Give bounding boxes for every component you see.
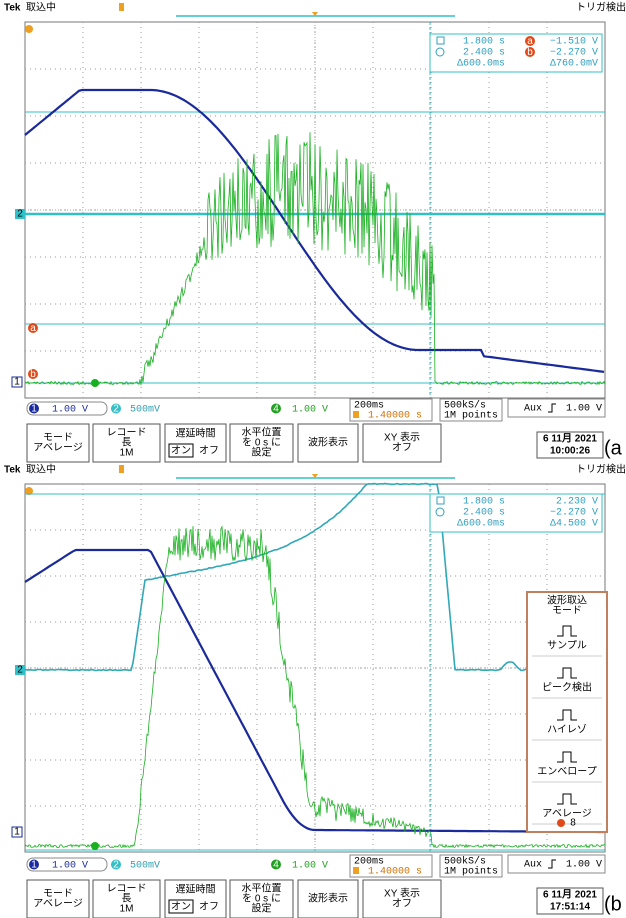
toggle-off-label: オフ xyxy=(199,445,219,457)
cursor-value: −2.270 V xyxy=(550,508,598,519)
channel-scale: 500mV xyxy=(130,861,160,872)
button-label: オフ xyxy=(392,442,412,454)
trigger-status: トリガ検出 xyxy=(576,463,626,476)
button-label: 1M xyxy=(120,904,134,915)
brand: Tek xyxy=(4,3,21,14)
record-points: 1M points xyxy=(444,866,498,878)
channel-number: 2 xyxy=(113,404,119,415)
menu-item[interactable]: ピーク検出 xyxy=(542,681,592,694)
button-label: 設定 xyxy=(252,902,272,915)
toggle-off-label: オフ xyxy=(199,901,219,913)
cursor-value: −2.270 V xyxy=(550,48,598,59)
channel-scale: 1.00 V xyxy=(292,861,328,872)
brand: Tek xyxy=(4,465,21,476)
cursor-value: −1.510 V xyxy=(550,37,598,48)
panel-label: (a xyxy=(604,437,623,459)
menu-item[interactable]: ハイレゾ xyxy=(547,724,587,736)
toggle-on-label: オン xyxy=(171,901,191,913)
trigger-level: 1.00 V xyxy=(566,860,602,871)
ch2-ground-label: 2 xyxy=(17,209,23,220)
button-label: オフ xyxy=(392,898,412,910)
trigger-level: 1.00 V xyxy=(566,404,602,415)
cursor-value: 2.230 V xyxy=(556,497,598,508)
ch2-ground-label: 2 xyxy=(17,665,23,676)
trigger-source: Aux xyxy=(524,860,542,871)
cursor-time: 1.800 s xyxy=(463,37,505,48)
menu-item[interactable]: アベレージ xyxy=(542,808,592,820)
date: 6 11月 2021 xyxy=(543,889,597,901)
record-points: 1M points xyxy=(444,410,498,422)
channel-number: 1 xyxy=(31,860,37,871)
screenshot: Tek取込中トリガ検出21ab1.800 s2.400 sΔ600.0ms−1.… xyxy=(0,0,626,918)
average-count: 8 xyxy=(570,818,576,829)
button-label: 波形表示 xyxy=(308,436,348,449)
trigger-position-marker xyxy=(119,465,124,473)
date: 6 11月 2021 xyxy=(543,433,597,445)
cursor-delta-time: Δ600.0ms xyxy=(457,59,505,70)
position-marker xyxy=(353,411,359,418)
cursor-marker-label: a xyxy=(30,323,36,334)
ch4-marker xyxy=(91,379,99,387)
cursor-time: 2.400 s xyxy=(463,48,505,59)
time: 10:00:26 xyxy=(550,446,590,457)
menu-item[interactable]: エンベロープ xyxy=(537,766,596,778)
cursor-time: 1.800 s xyxy=(463,497,505,508)
button-label: 設定 xyxy=(252,446,272,459)
channel-number: 2 xyxy=(113,860,119,871)
trigger-status: トリガ検出 xyxy=(576,1,626,14)
channel-scale: 500mV xyxy=(130,405,160,416)
channel-scale: 1.00 V xyxy=(292,405,328,416)
ch1-ground-label: 1 xyxy=(14,827,20,838)
button-label: 遅延時間 xyxy=(176,428,216,440)
trigger-level-marker xyxy=(25,25,33,33)
channel-number: 4 xyxy=(273,404,279,415)
ch4-marker xyxy=(91,842,99,850)
button-label: 遅延時間 xyxy=(176,884,216,896)
menu-title: モード xyxy=(552,606,582,617)
acquisition-state: 取込中 xyxy=(26,1,56,14)
cursor-marker-label: b xyxy=(30,369,36,380)
channel-scale: 1.00 V xyxy=(52,861,88,872)
button-label: 波形表示 xyxy=(308,892,348,905)
cursor-time: 2.400 s xyxy=(463,508,505,519)
trigger-position-marker xyxy=(119,3,124,11)
acquisition-state: 取込中 xyxy=(26,463,56,476)
channel-scale: 1.00 V xyxy=(52,405,88,416)
acquire-menu xyxy=(527,592,607,832)
cursor-marker-label: b xyxy=(527,47,533,58)
cursor-delta-value: Δ760.0mV xyxy=(550,59,598,70)
menu-item[interactable]: サンプル xyxy=(547,640,587,652)
cursor-marker-label: a xyxy=(527,36,533,47)
trigger-source: Aux xyxy=(524,404,542,415)
horizontal-position: 1.40000 s xyxy=(368,867,422,878)
channel-number: 4 xyxy=(273,860,279,871)
page: {"panels":[ {"brand":"Tek","state":"取込中"… xyxy=(0,0,626,918)
button-label: 1M xyxy=(120,448,134,459)
toggle-on-label: オン xyxy=(171,445,191,457)
cursor-delta-time: Δ600.0ms xyxy=(457,519,505,530)
cursor-delta-value: Δ4.500 V xyxy=(550,519,598,530)
ch1-ground-label: 1 xyxy=(14,377,20,388)
time: 17:51:14 xyxy=(550,902,590,913)
button-label: アベレージ xyxy=(33,442,83,454)
horizontal-position: 1.40000 s xyxy=(368,411,422,422)
position-marker xyxy=(353,867,359,874)
channel-number: 1 xyxy=(31,404,37,415)
panel-label: (b xyxy=(604,893,622,915)
button-label: アベレージ xyxy=(33,898,83,910)
avg-badge xyxy=(557,819,565,827)
